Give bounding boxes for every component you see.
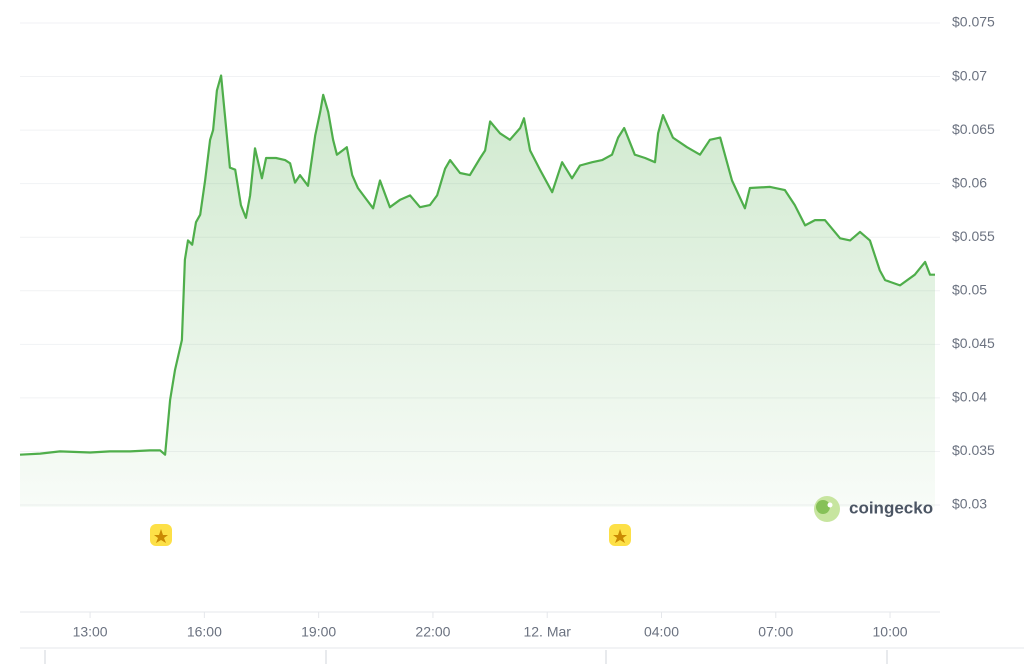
x-tick-label: 04:00 — [644, 624, 679, 640]
x-tick-label: 07:00 — [758, 624, 793, 640]
y-tick-label: $0.035 — [952, 442, 995, 458]
event-icon — [609, 524, 631, 546]
y-tick-label: $0.03 — [952, 496, 987, 512]
y-tick-label: $0.045 — [952, 335, 995, 351]
y-tick-label: $0.06 — [952, 174, 987, 190]
event-icon — [150, 524, 172, 546]
y-tick-label: $0.07 — [952, 67, 987, 83]
plot — [19, 74, 935, 507]
watermark: coingecko — [849, 498, 933, 517]
x-tick-label: 10:00 — [873, 624, 908, 640]
y-tick-label: $0.055 — [952, 228, 995, 244]
x-tick-label: 16:00 — [187, 624, 222, 640]
y-tick-label: $0.04 — [952, 389, 987, 405]
x-tick-label: 12. Mar — [523, 624, 571, 640]
x-tick-label: 22:00 — [415, 624, 450, 640]
x-tick-label: 13:00 — [73, 624, 108, 640]
price-line — [19, 74, 935, 456]
logo — [814, 496, 840, 522]
y-tick-label: $0.05 — [952, 281, 987, 297]
y-tick-label: $0.075 — [952, 14, 995, 30]
x-tick-label: 19:00 — [301, 624, 336, 640]
y-tick-label: $0.065 — [952, 121, 995, 137]
price-area — [20, 75, 935, 507]
